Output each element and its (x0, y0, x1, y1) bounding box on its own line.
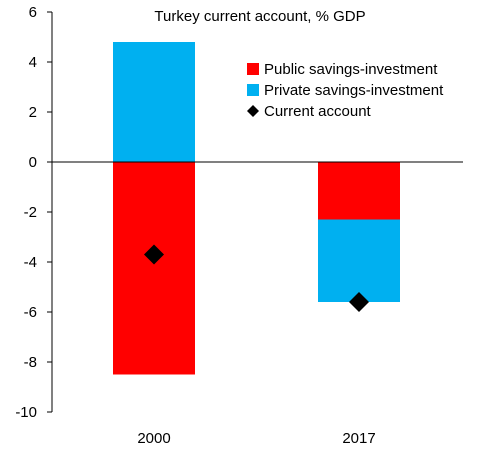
x-tick-label: 2017 (342, 430, 375, 447)
y-tick-label: -4 (24, 254, 37, 271)
legend-label: Private savings-investment (264, 82, 444, 99)
y-tick-label: 6 (29, 4, 37, 21)
bar-2000-series-1 (113, 42, 195, 162)
x-axis-labels: 2000 2017 (137, 430, 375, 447)
legend-swatch (247, 63, 259, 75)
legend-swatch (247, 84, 259, 96)
y-tick-label: -6 (24, 304, 37, 321)
legend-diamond-icon (247, 105, 259, 117)
bar-2000-series-0 (113, 162, 195, 375)
marker-2000 (144, 244, 164, 265)
y-tick-label: -2 (24, 204, 37, 221)
legend-label: Current account (264, 103, 372, 120)
y-tick-label: 4 (29, 54, 37, 71)
y-tick-label: -10 (15, 404, 37, 421)
bar-2017-series-0 (318, 162, 400, 220)
y-tick-label: 0 (29, 154, 37, 171)
marker-2017 (349, 292, 369, 312)
y-tick-label: 2 (29, 104, 37, 121)
x-tick-label: 2000 (137, 430, 170, 447)
bar-2017-series-1 (318, 219, 400, 302)
legend: Public savings-investment Private savings… (247, 61, 444, 120)
y-axis: 6 4 2 0 -2 -4 -6 -8 -10 (15, 4, 53, 421)
chart-title: Turkey current account, % GDP (154, 8, 365, 25)
y-tick-label: -8 (24, 354, 37, 371)
bars (113, 42, 400, 375)
legend-label: Public savings-investment (264, 61, 438, 78)
markers (144, 244, 369, 312)
